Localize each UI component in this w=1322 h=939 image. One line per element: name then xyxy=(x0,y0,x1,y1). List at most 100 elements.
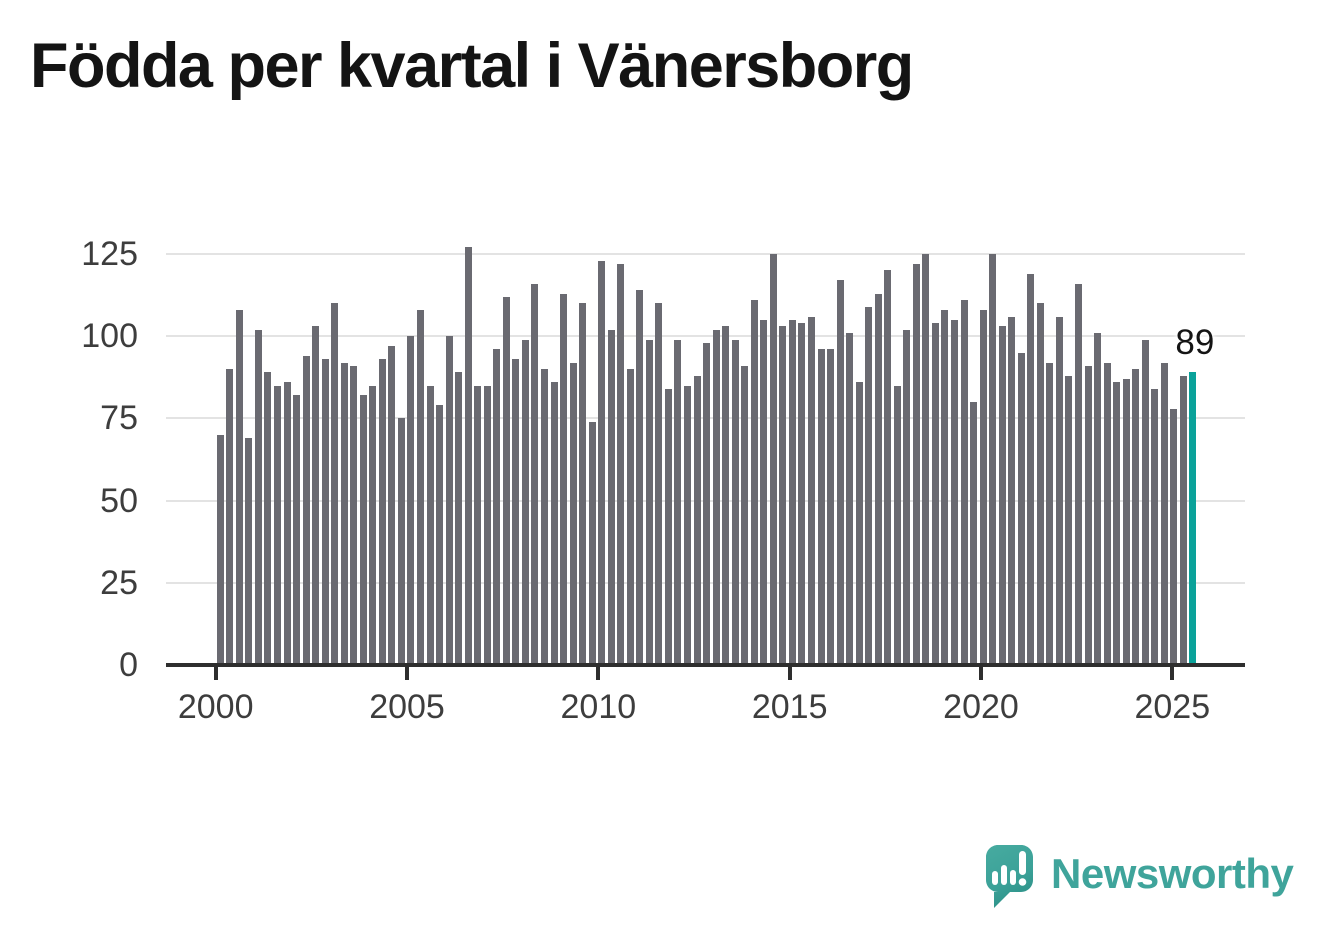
x-axis-label: 2010 xyxy=(560,688,637,726)
logo-exclamation-dot xyxy=(1018,878,1027,886)
bar xyxy=(1065,375,1073,665)
bar xyxy=(1084,365,1092,665)
logo-exclamation-bar xyxy=(1019,851,1026,875)
bar xyxy=(445,336,453,665)
bar xyxy=(855,382,863,665)
bar xyxy=(1036,303,1044,665)
bar xyxy=(674,339,682,665)
bar xyxy=(588,421,596,665)
bar xyxy=(931,323,939,665)
bar xyxy=(1103,362,1111,665)
bar xyxy=(874,293,882,665)
x-axis-line xyxy=(166,663,1245,667)
y-axis-label: 0 xyxy=(119,646,138,684)
bar xyxy=(512,359,520,665)
bar xyxy=(359,395,367,665)
bar xyxy=(369,385,377,665)
bar xyxy=(407,336,415,665)
x-axis-label: 2025 xyxy=(1134,688,1211,726)
bar xyxy=(731,339,739,665)
bar xyxy=(1179,375,1187,665)
highlighted-bar xyxy=(1189,372,1197,665)
x-axis-tick xyxy=(596,667,601,680)
bar xyxy=(827,349,834,665)
bar xyxy=(846,332,854,665)
bar xyxy=(703,342,710,665)
bar xyxy=(493,349,501,665)
x-axis-tick xyxy=(405,667,410,680)
bar xyxy=(273,385,281,665)
bar xyxy=(750,300,758,665)
bar xyxy=(1141,339,1149,665)
bar xyxy=(1151,388,1159,665)
bar xyxy=(455,372,463,665)
bar xyxy=(979,309,987,665)
chart-title: Födda per kvartal i Vänersborg xyxy=(30,31,914,101)
gridline xyxy=(166,253,1245,255)
bar xyxy=(779,326,787,665)
bar xyxy=(426,385,434,665)
brand-name: Newsworthy xyxy=(1051,850,1294,897)
bar xyxy=(693,375,701,665)
bar xyxy=(989,254,997,665)
x-axis-label: 2005 xyxy=(369,688,445,726)
bar xyxy=(254,329,262,665)
bar xyxy=(579,303,587,665)
bar xyxy=(331,303,339,665)
bar xyxy=(626,369,634,665)
bar xyxy=(378,359,386,665)
bar xyxy=(1055,316,1063,665)
bar xyxy=(397,418,405,665)
bar xyxy=(655,303,663,665)
bar xyxy=(817,349,825,665)
y-axis-label: 100 xyxy=(81,317,138,356)
bar xyxy=(636,290,644,665)
bar xyxy=(388,346,396,665)
bar xyxy=(226,369,234,665)
bar xyxy=(302,355,310,665)
bar xyxy=(540,369,548,665)
logo-bar-3 xyxy=(1010,870,1016,885)
bar xyxy=(1132,369,1140,665)
bar xyxy=(836,280,844,665)
bar xyxy=(245,438,253,665)
bar xyxy=(550,382,558,665)
bar xyxy=(865,306,873,665)
bar xyxy=(1027,273,1035,665)
bar xyxy=(741,365,749,665)
logo-bar-2 xyxy=(1001,865,1007,885)
logo-bar-1 xyxy=(992,871,998,885)
bar xyxy=(235,309,243,665)
bar xyxy=(1046,362,1054,665)
x-axis-tick xyxy=(213,667,218,680)
y-axis-label: 25 xyxy=(100,563,138,602)
bar xyxy=(664,388,672,665)
bar xyxy=(970,402,977,665)
bar xyxy=(569,362,577,665)
bar xyxy=(1094,332,1101,665)
bar xyxy=(1160,362,1168,665)
bar xyxy=(922,254,930,665)
bar xyxy=(531,283,539,665)
y-axis-label: 50 xyxy=(100,481,138,520)
y-axis-label: 125 xyxy=(81,235,138,273)
bar xyxy=(998,326,1006,665)
bar xyxy=(798,323,806,665)
x-axis-label: 2015 xyxy=(751,688,828,726)
bar xyxy=(1017,352,1025,665)
bar xyxy=(483,385,491,665)
bar xyxy=(912,263,920,665)
bar xyxy=(903,329,911,665)
bar xyxy=(807,316,815,665)
bar xyxy=(293,395,300,665)
y-axis-label: 75 xyxy=(100,399,138,438)
bar xyxy=(617,263,625,665)
bar xyxy=(712,329,720,665)
bar xyxy=(960,300,968,665)
x-axis-tick xyxy=(1170,667,1175,680)
bar xyxy=(283,382,291,665)
bar xyxy=(645,339,653,665)
bar xyxy=(464,247,472,665)
